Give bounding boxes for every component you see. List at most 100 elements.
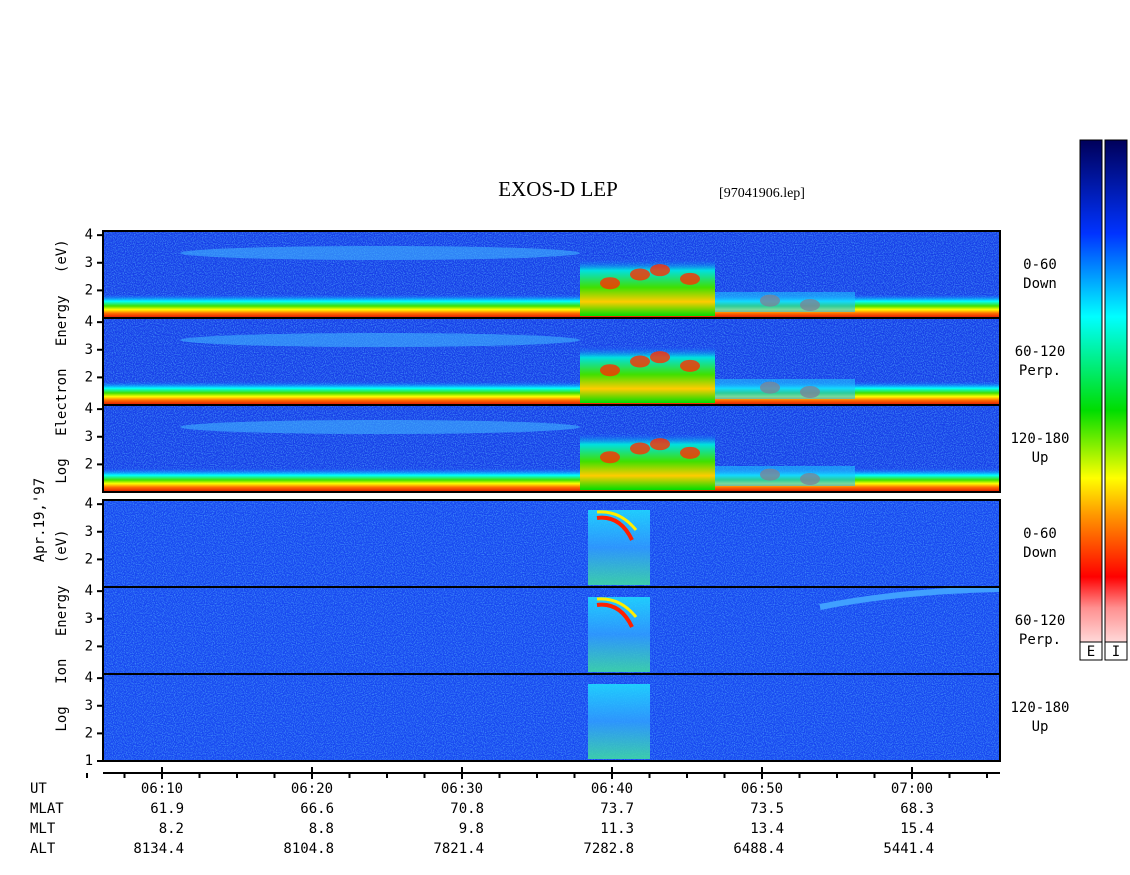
- row-value: 61.9: [150, 801, 184, 817]
- x-tick-label: 06:10: [141, 781, 183, 797]
- y-tick-label: 4: [85, 227, 93, 243]
- spectrogram-feature: [630, 355, 650, 368]
- panel-label: Up: [1032, 719, 1049, 735]
- y-tick-label: 3: [85, 255, 93, 271]
- spectrogram-feature: [600, 277, 620, 290]
- file-name: [97041906.lep]: [719, 186, 805, 201]
- y-tick-label: 2: [85, 456, 93, 472]
- row-value: 11.3: [600, 821, 634, 837]
- panel-frame: [102, 404, 1001, 493]
- panel-label: Down: [1023, 545, 1057, 561]
- row-name: MLAT: [30, 801, 64, 817]
- panel-label: 0-60: [1023, 526, 1057, 542]
- spectrogram-feature: [596, 597, 638, 618]
- spectrogram-feature: [650, 264, 670, 277]
- y-tick-label: 4: [85, 670, 93, 686]
- colorbar-label: I: [1112, 644, 1120, 660]
- y-tick-label: 4: [85, 314, 93, 330]
- y-tick-label: 1: [85, 753, 93, 769]
- row-value: 7282.8: [583, 841, 634, 857]
- x-tick-label: 06:30: [441, 781, 483, 797]
- spectrogram-feature: [715, 292, 855, 312]
- panel-label: Down: [1023, 276, 1057, 292]
- x-tick-label: 06:50: [741, 781, 783, 797]
- row-name: ALT: [30, 841, 56, 857]
- row-value: 8.2: [159, 821, 184, 837]
- spectrogram-feature: [715, 379, 855, 399]
- row-value: 66.6: [300, 801, 334, 817]
- date-label: Apr.19,'97: [32, 478, 48, 562]
- panel-label: Perp.: [1019, 363, 1061, 379]
- y-tick-label: 3: [85, 611, 93, 627]
- spectrogram-feature: [600, 364, 620, 377]
- panel-frame: [102, 673, 1001, 762]
- spectrogram-feature: [588, 684, 650, 759]
- y-tick-label: 2: [85, 369, 93, 385]
- y-tick-label: 3: [85, 429, 93, 445]
- row-value: 9.8: [459, 821, 484, 837]
- spectrogram-feature: [600, 451, 620, 464]
- row-value: 15.4: [900, 821, 934, 837]
- spectrogram-feature: [680, 359, 700, 372]
- y-tick-label: 4: [85, 583, 93, 599]
- colorbar: [1104, 139, 1128, 661]
- row-value: 13.4: [750, 821, 784, 837]
- y-tick-label: 3: [85, 698, 93, 714]
- panel-label: 120-180: [1010, 431, 1069, 447]
- spectrogram-feature: [580, 433, 715, 490]
- spectrogram-feature: [630, 268, 650, 281]
- panel-label: 60-120: [1015, 613, 1066, 629]
- row-value: 8104.8: [283, 841, 334, 857]
- panel-label: 60-120: [1015, 344, 1066, 360]
- x-tick-label: 06:40: [591, 781, 633, 797]
- y-tick-label: 2: [85, 282, 93, 298]
- row-value: 8134.4: [133, 841, 184, 857]
- row-name: UT: [30, 781, 47, 797]
- x-tick-label: 07:00: [891, 781, 933, 797]
- spectrogram-feature: [103, 381, 1000, 405]
- spectrogram-feature: [596, 515, 634, 541]
- y-tick-label: 3: [85, 342, 93, 358]
- colorbar-label: E: [1087, 644, 1095, 660]
- spectrogram-feature: [680, 446, 700, 459]
- row-value: 70.8: [450, 801, 484, 817]
- spectrogram-feature: [580, 346, 715, 403]
- panel-label: 120-180: [1010, 700, 1069, 716]
- y-axis-label: Log Ion Energy (eV): [54, 529, 70, 731]
- y-tick-label: 3: [85, 524, 93, 540]
- y-tick-label: 2: [85, 551, 93, 567]
- row-value: 68.3: [900, 801, 934, 817]
- panel-label: Up: [1032, 450, 1049, 466]
- spectrogram-feature: [596, 510, 638, 531]
- row-value: 5441.4: [883, 841, 934, 857]
- spectrogram-feature: [630, 442, 650, 455]
- row-value: 8.8: [309, 821, 334, 837]
- y-tick-label: 2: [85, 638, 93, 654]
- colorbar-label-box: [1104, 641, 1128, 661]
- spectrogram-feature: [180, 246, 580, 260]
- row-name: MLT: [30, 821, 56, 837]
- spectrogram-feature: [715, 466, 855, 486]
- spectrogram-feature: [180, 333, 580, 347]
- y-tick-label: 4: [85, 401, 93, 417]
- row-value: 7821.4: [433, 841, 484, 857]
- spectrogram-noise: [103, 674, 1000, 761]
- spectrogram-feature: [819, 586, 1001, 610]
- colorbar-label-box: [1079, 641, 1103, 661]
- panel-label: 0-60: [1023, 257, 1057, 273]
- y-axis-label: Log Electron Energy (eV): [54, 239, 70, 483]
- spectrogram-feature: [180, 420, 580, 434]
- row-value: 73.7: [600, 801, 634, 817]
- spectrogram-feature: [103, 468, 1000, 492]
- row-value: 6488.4: [733, 841, 784, 857]
- spectrogram-feature: [680, 272, 700, 285]
- spectrogram-feature: [650, 438, 670, 451]
- spectrogram-feature: [650, 351, 670, 364]
- chart-title: EXOS-D LEP: [498, 177, 618, 201]
- x-tick-label: 06:20: [291, 781, 333, 797]
- y-tick-label: 4: [85, 496, 93, 512]
- row-value: 73.5: [750, 801, 784, 817]
- panel-label: Perp.: [1019, 632, 1061, 648]
- colorbar: [1079, 139, 1103, 661]
